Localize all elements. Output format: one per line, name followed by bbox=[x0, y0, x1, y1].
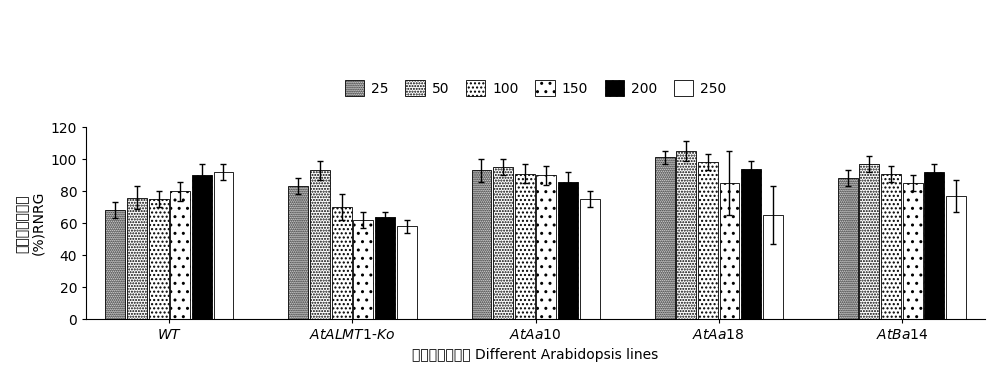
Legend: 25, 50, 100, 150, 200, 250: 25, 50, 100, 150, 200, 250 bbox=[345, 80, 727, 96]
Bar bbox=[493, 167, 513, 319]
Bar bbox=[676, 151, 696, 319]
Bar bbox=[472, 170, 491, 319]
Bar bbox=[763, 215, 783, 319]
Bar bbox=[105, 210, 125, 319]
Bar bbox=[741, 169, 761, 319]
Bar bbox=[515, 173, 535, 319]
Bar bbox=[924, 172, 944, 319]
Bar bbox=[332, 207, 352, 319]
Bar bbox=[859, 164, 879, 319]
Bar bbox=[558, 182, 578, 319]
Bar bbox=[946, 196, 966, 319]
Y-axis label: 相对根系生长量
(%)RNRG: 相对根系生长量 (%)RNRG bbox=[15, 191, 45, 255]
Bar bbox=[397, 227, 417, 319]
Bar bbox=[149, 199, 169, 319]
Bar bbox=[536, 175, 556, 319]
Bar bbox=[214, 172, 233, 319]
Bar bbox=[192, 175, 212, 319]
Bar bbox=[698, 162, 718, 319]
Bar bbox=[375, 217, 395, 319]
Bar bbox=[881, 173, 901, 319]
Bar bbox=[838, 178, 858, 319]
Bar bbox=[353, 220, 373, 319]
Bar bbox=[310, 170, 330, 319]
Bar bbox=[288, 186, 308, 319]
Bar bbox=[580, 199, 600, 319]
X-axis label: 不同拟南芥株系 Different Arabidopsis lines: 不同拟南芥株系 Different Arabidopsis lines bbox=[412, 348, 659, 362]
Bar bbox=[903, 183, 923, 319]
Bar bbox=[127, 198, 147, 319]
Bar bbox=[720, 183, 739, 319]
Bar bbox=[655, 158, 675, 319]
Bar bbox=[170, 191, 190, 319]
